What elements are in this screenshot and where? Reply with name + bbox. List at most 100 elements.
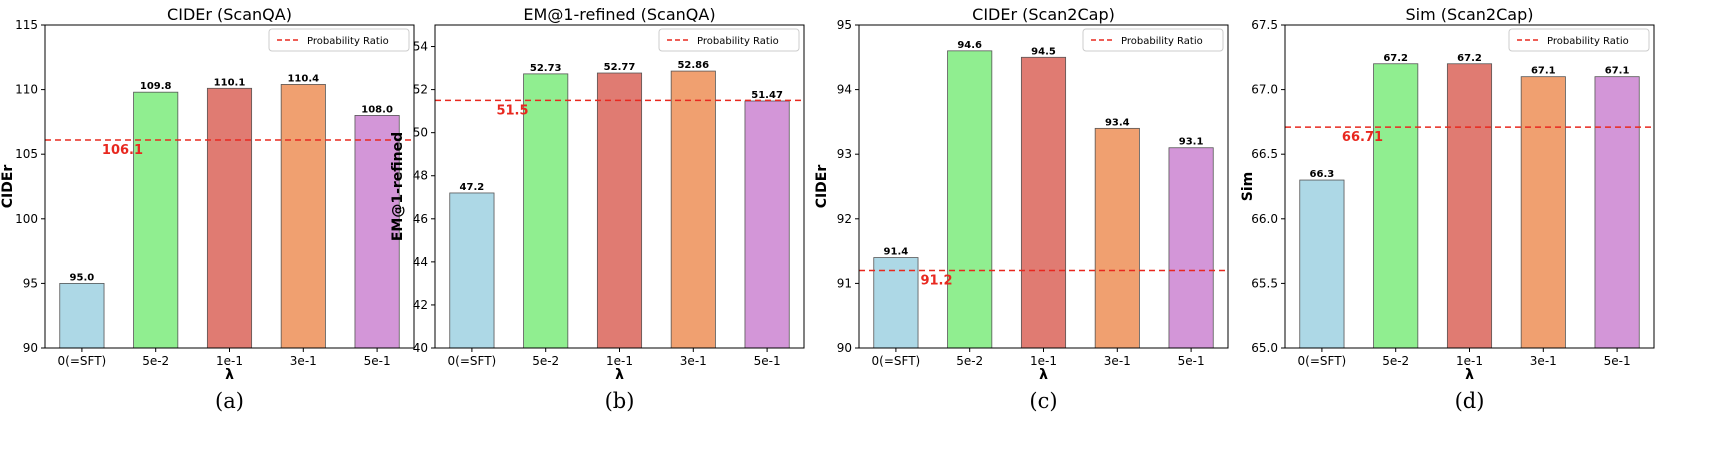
bar-5 <box>354 115 400 349</box>
y-tick-label: 65.0 <box>1251 341 1278 355</box>
legend-box <box>1082 28 1224 52</box>
bar-value-label: 47.2 <box>460 182 485 193</box>
bar-3 <box>206 87 253 349</box>
x-tick-label: 5e-2 <box>1382 354 1409 368</box>
bar-5 <box>1594 76 1640 349</box>
x-tick-label: 0(=SFT) <box>1298 354 1347 368</box>
y-tick-label: 90 <box>837 341 852 355</box>
bar-value-label: 110.1 <box>214 77 246 88</box>
reference-value-label: 51.5 <box>496 103 528 118</box>
x-tick-label: 0(=SFT) <box>448 354 497 368</box>
y-axis-label: CIDEr <box>814 165 830 209</box>
y-axis-label: Sim <box>1240 172 1256 201</box>
reference-value-label: 106.1 <box>102 143 143 158</box>
bar-1 <box>59 282 105 349</box>
y-tick-label: 100 <box>15 212 38 226</box>
legend-label: Probability Ratio <box>1547 36 1629 47</box>
x-tick-label: 3e-1 <box>1104 354 1131 368</box>
legend-box <box>268 28 410 52</box>
x-tick-label: 3e-1 <box>1530 354 1557 368</box>
bar-2 <box>523 73 569 349</box>
chart-panel-1: CIDEr (ScanQA) 95.0 109.8 110.1 110.4 108.0 10… <box>0 5 415 413</box>
chart-panel-2: EM@1-refined (ScanQA) 47.2 52.73 52.77 52.86… <box>390 5 805 413</box>
bar-value-label: 67.1 <box>1531 66 1556 77</box>
chart-title: EM@1-refined (ScanQA) <box>523 5 715 24</box>
y-tick-label: 95 <box>23 276 38 290</box>
y-tick-label: 52 <box>413 83 428 97</box>
x-tick-label: 0(=SFT) <box>58 354 107 368</box>
y-tick-label: 92 <box>837 212 852 226</box>
legend-label: Probability Ratio <box>697 36 779 47</box>
bar-3 <box>1020 56 1067 349</box>
x-tick-label: 3e-1 <box>290 354 317 368</box>
panel-caption: (c) <box>1029 389 1057 413</box>
bar-value-label: 94.6 <box>957 40 982 51</box>
reference-value-label: 91.2 <box>920 273 952 288</box>
bar-4 <box>1520 76 1566 349</box>
y-tick-label: 66.5 <box>1251 147 1278 161</box>
x-tick-label: 3e-1 <box>680 354 707 368</box>
bar-value-label: 52.77 <box>604 62 636 73</box>
x-tick-label: 5e-1 <box>1604 354 1631 368</box>
chart-panel-4: Sim (Scan2Cap) 66.3 67.2 67.2 67.1 67.1 66.71 6… <box>1240 5 1655 413</box>
bar-1 <box>1299 179 1345 349</box>
bar-value-label: 67.1 <box>1605 66 1630 77</box>
bar-4 <box>280 84 326 349</box>
y-tick-label: 67.0 <box>1251 83 1278 97</box>
x-axis-label: λ <box>1465 367 1474 383</box>
x-tick-label: 5e-1 <box>754 354 781 368</box>
y-tick-label: 46 <box>413 212 428 226</box>
bar-value-label: 67.2 <box>1383 53 1408 64</box>
x-axis-label: λ <box>1039 367 1048 383</box>
y-tick-label: 90 <box>23 341 38 355</box>
bar-5 <box>1168 147 1214 349</box>
y-axis-label: EM@1-refined <box>390 132 406 241</box>
y-tick-label: 67.5 <box>1251 18 1278 32</box>
chart-title: CIDEr (Scan2Cap) <box>972 5 1115 24</box>
x-tick-label: 5e-2 <box>142 354 169 368</box>
chart-title: Sim (Scan2Cap) <box>1406 5 1534 24</box>
bar-3 <box>1446 63 1493 349</box>
bar-value-label: 52.86 <box>677 60 709 71</box>
bar-value-label: 94.5 <box>1031 46 1056 57</box>
y-tick-label: 44 <box>413 255 428 269</box>
y-tick-label: 66.0 <box>1251 212 1278 226</box>
bar-value-label: 93.1 <box>1179 137 1204 148</box>
bar-4 <box>1094 127 1140 349</box>
bar-value-label: 93.4 <box>1105 117 1130 128</box>
bar-value-label: 67.2 <box>1457 53 1482 64</box>
y-tick-label: 91 <box>837 276 852 290</box>
x-axis-label: λ <box>615 367 624 383</box>
chart-panel-3: CIDEr (Scan2Cap) 91.4 94.6 94.5 93.4 93.1 91.2… <box>814 5 1229 413</box>
x-tick-label: 5e-2 <box>956 354 983 368</box>
legend-box <box>658 28 800 52</box>
y-tick-label: 50 <box>413 126 428 140</box>
panel-caption: (a) <box>215 389 244 413</box>
x-tick-label: 5e-2 <box>532 354 559 368</box>
y-tick-label: 65.5 <box>1251 276 1278 290</box>
reference-value-label: 66.71 <box>1342 130 1383 145</box>
bar-value-label: 91.4 <box>884 247 909 258</box>
bar-value-label: 110.4 <box>287 73 319 84</box>
bar-2 <box>133 91 179 349</box>
bar-1 <box>449 192 495 349</box>
legend-label: Probability Ratio <box>1121 36 1203 47</box>
panel-caption: (b) <box>605 389 635 413</box>
bar-5 <box>744 100 790 349</box>
y-tick-label: 94 <box>837 83 852 97</box>
bar-2 <box>947 50 993 349</box>
y-axis-label: CIDEr <box>0 165 16 209</box>
panel-caption: (d) <box>1455 389 1485 413</box>
y-tick-label: 42 <box>413 298 428 312</box>
bar-value-label: 108.0 <box>361 104 393 115</box>
bar-4 <box>670 70 716 349</box>
y-tick-label: 40 <box>413 341 428 355</box>
bar-value-label: 95.0 <box>70 272 95 283</box>
y-tick-label: 48 <box>413 169 428 183</box>
y-tick-label: 115 <box>15 18 38 32</box>
bar-value-label: 66.3 <box>1310 169 1335 180</box>
y-tick-label: 54 <box>413 40 428 54</box>
bar-value-label: 109.8 <box>140 81 172 92</box>
x-tick-label: 1e-1 <box>606 354 633 368</box>
